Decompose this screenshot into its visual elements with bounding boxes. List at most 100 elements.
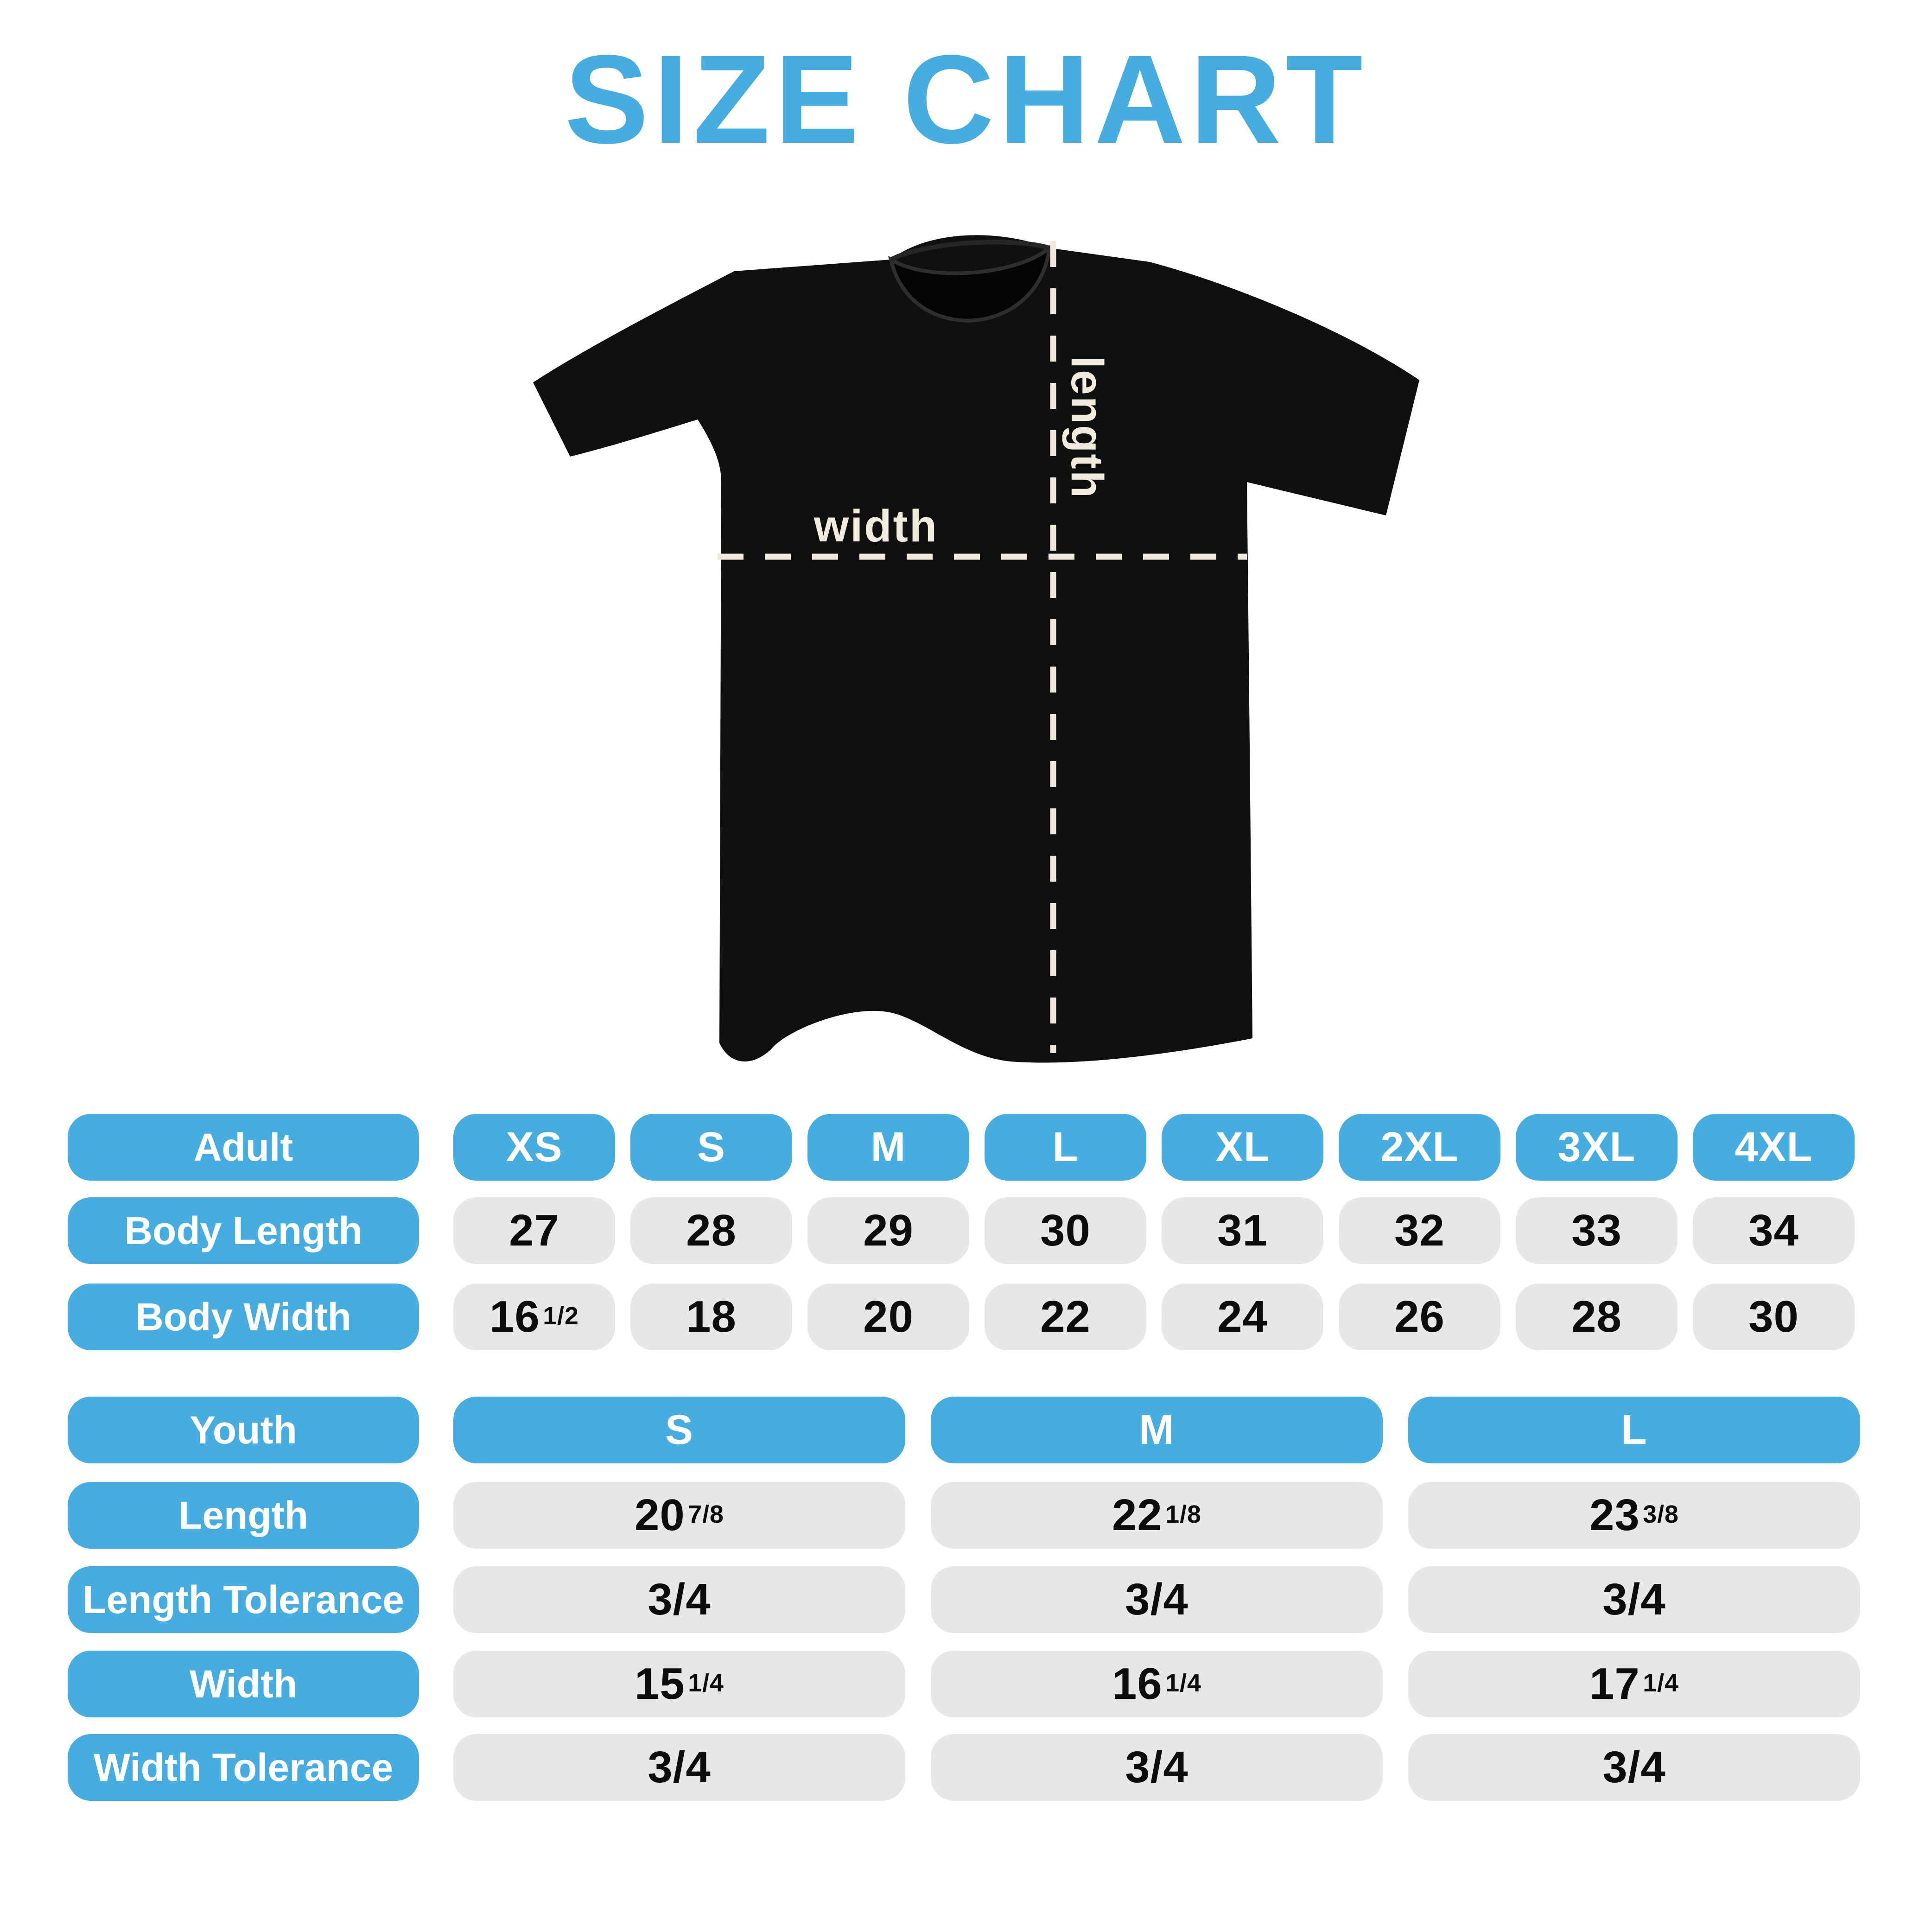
value-fraction: 1/4 xyxy=(1165,1669,1201,1697)
size-header-pill: XL xyxy=(1162,1114,1323,1181)
value-fraction: 1/8 xyxy=(1165,1500,1201,1528)
size-value-cell: 20 7/8 xyxy=(453,1482,905,1549)
value-whole: 29 xyxy=(863,1206,914,1255)
size-value-cell: 3/4 xyxy=(1408,1566,1860,1633)
size-value-cell: 20 xyxy=(807,1284,969,1350)
value-whole: 28 xyxy=(1571,1292,1622,1341)
value-whole: 15 xyxy=(635,1659,685,1709)
size-value-cell: 22 xyxy=(985,1284,1146,1350)
size-value-cell: 33 xyxy=(1516,1197,1678,1264)
value-whole: 31 xyxy=(1217,1206,1268,1255)
value-whole: 3/4 xyxy=(648,1742,711,1792)
table-row: Adult XS S M L XL 2XL 3XL 4XL xyxy=(68,1114,1875,1181)
size-tables: Adult XS S M L XL 2XL 3XL 4XL Body Length 27 28 29 30… xyxy=(68,1114,1875,1801)
value-whole: 28 xyxy=(686,1206,737,1255)
value-whole: 18 xyxy=(686,1292,737,1341)
size-value-cell: 30 xyxy=(1693,1284,1855,1350)
table-row: Width 15 1/4 16 1/4 17 1/4 xyxy=(68,1651,1875,1717)
size-value-cell: 16 1/2 xyxy=(453,1284,615,1350)
size-value-cell: 16 1/4 xyxy=(931,1651,1383,1717)
value-whole: 16 xyxy=(489,1292,540,1341)
table-row: Length 20 7/8 22 1/8 23 3/8 xyxy=(68,1482,1875,1549)
size-header-pill: M xyxy=(807,1114,969,1181)
size-value-cell: 30 xyxy=(985,1197,1146,1264)
tshirt-collar-rim xyxy=(890,240,1050,262)
size-value-cell: 3/4 xyxy=(931,1734,1383,1801)
size-value-cell: 3/4 xyxy=(453,1566,905,1633)
table-title-pill: Youth xyxy=(68,1397,419,1463)
tshirt-graphic: width length xyxy=(533,235,1419,1063)
value-whole: 26 xyxy=(1394,1292,1445,1341)
value-whole: 16 xyxy=(1112,1659,1163,1709)
size-value-cell: 34 xyxy=(1693,1197,1855,1264)
size-value-cell: 29 xyxy=(807,1197,969,1264)
value-whole: 24 xyxy=(1217,1292,1268,1341)
size-header-pill: 3XL xyxy=(1516,1114,1678,1181)
value-whole: 23 xyxy=(1589,1490,1640,1540)
length-label: length xyxy=(1062,356,1112,499)
size-value-cell: 15 1/4 xyxy=(453,1651,905,1717)
size-value-cell: 23 3/8 xyxy=(1408,1482,1860,1549)
tshirt-body xyxy=(533,235,1419,1063)
size-header-pill: S xyxy=(630,1114,792,1181)
row-label-pill: Width Tolerance xyxy=(68,1734,419,1801)
value-fraction: 1/4 xyxy=(1643,1669,1679,1697)
size-value-cell: 22 1/8 xyxy=(931,1482,1383,1549)
size-value-cell: 26 xyxy=(1339,1284,1500,1350)
value-whole: 3/4 xyxy=(1602,1575,1666,1624)
size-value-cell: 27 xyxy=(453,1197,615,1264)
value-whole: 34 xyxy=(1748,1206,1799,1255)
value-whole: 20 xyxy=(863,1292,914,1341)
size-value-cell: 32 xyxy=(1339,1197,1500,1264)
table-row: Body Length 27 28 29 30 31 32 33 34 xyxy=(68,1197,1875,1264)
table-row: Length Tolerance 3/4 3/4 3/4 xyxy=(68,1566,1875,1633)
size-header-pill: L xyxy=(985,1114,1146,1181)
value-whole: 17 xyxy=(1589,1659,1640,1709)
value-whole: 3/4 xyxy=(1125,1575,1188,1624)
tshirt-diagram: width length xyxy=(464,185,1483,1112)
size-header-pill: XS xyxy=(453,1114,615,1181)
value-whole: 3/4 xyxy=(1125,1742,1188,1792)
row-label-pill: Width xyxy=(68,1651,419,1717)
row-label-pill: Body Length xyxy=(68,1197,419,1264)
size-value-cell: 28 xyxy=(1516,1284,1678,1350)
size-value-cell: 3/4 xyxy=(931,1566,1383,1633)
size-header-pill: 2XL xyxy=(1339,1114,1500,1181)
row-label-pill: Body Width xyxy=(68,1284,419,1350)
size-value-cell: 18 xyxy=(630,1284,792,1350)
size-value-cell: 28 xyxy=(630,1197,792,1264)
size-value-cell: 24 xyxy=(1162,1284,1323,1350)
value-whole: 33 xyxy=(1571,1206,1622,1255)
tshirt-neck-opening xyxy=(888,243,1052,323)
value-whole: 30 xyxy=(1040,1206,1091,1255)
width-label: width xyxy=(813,501,938,551)
size-value-cell: 3/4 xyxy=(1408,1734,1860,1801)
value-whole: 3/4 xyxy=(1602,1742,1666,1792)
value-fraction: 1/4 xyxy=(688,1669,724,1697)
value-whole: 22 xyxy=(1040,1292,1091,1341)
table-title-pill: Adult xyxy=(68,1114,419,1181)
value-fraction: 7/8 xyxy=(688,1500,724,1528)
table-row: Youth S M L xyxy=(68,1397,1875,1463)
size-value-cell: 31 xyxy=(1162,1197,1323,1264)
value-whole: 27 xyxy=(509,1206,559,1255)
size-value-cell: 3/4 xyxy=(453,1734,905,1801)
row-label-pill: Length Tolerance xyxy=(68,1566,419,1633)
value-whole: 32 xyxy=(1394,1206,1445,1255)
size-header-pill: 4XL xyxy=(1693,1114,1855,1181)
size-value-cell: 17 1/4 xyxy=(1408,1651,1860,1717)
size-header-pill: L xyxy=(1408,1397,1860,1463)
page-title: SIZE CHART xyxy=(565,29,1367,170)
value-whole: 20 xyxy=(635,1490,685,1540)
adult-size-table: Adult XS S M L XL 2XL 3XL 4XL Body Length 27 28 29 30… xyxy=(68,1114,1875,1350)
value-whole: 22 xyxy=(1112,1490,1163,1540)
value-whole: 30 xyxy=(1748,1292,1799,1341)
size-header-pill: S xyxy=(453,1397,905,1463)
value-fraction: 1/2 xyxy=(543,1302,579,1330)
row-label-pill: Length xyxy=(68,1482,419,1549)
table-row: Body Width 16 1/2 18 20 22 24 26 28 30 xyxy=(68,1284,1875,1350)
youth-size-table: Youth S M L Length 20 7/8 22 1/8 23 3/8 Length Tole… xyxy=(68,1397,1875,1801)
size-header-pill: M xyxy=(931,1397,1383,1463)
value-fraction: 3/8 xyxy=(1643,1500,1679,1528)
value-whole: 3/4 xyxy=(648,1575,711,1624)
